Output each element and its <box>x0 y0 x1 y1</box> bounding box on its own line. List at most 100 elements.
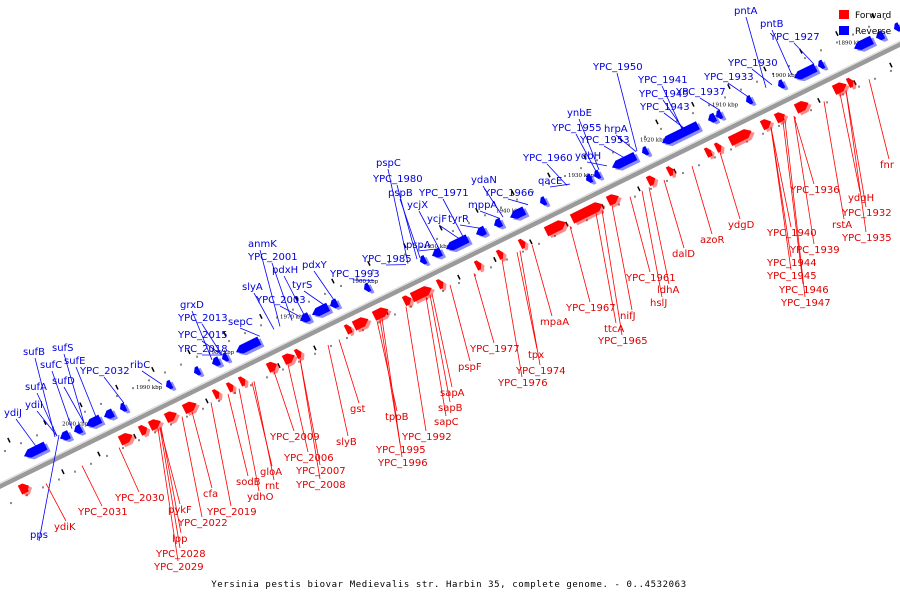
rail-dot <box>746 140 748 143</box>
leader-line <box>603 145 625 158</box>
forward-gene-label: lpp <box>172 534 187 545</box>
tick-mark <box>673 168 677 174</box>
rail-dot <box>282 368 284 371</box>
leader-line <box>159 427 181 549</box>
forward-gene-label: YPC_1992 <box>401 432 452 443</box>
rail-dot <box>522 250 524 253</box>
rail-dot <box>228 340 230 343</box>
tick-mark <box>655 119 659 125</box>
rail-dot <box>826 101 828 104</box>
rail-dot <box>708 104 710 107</box>
tick-mark <box>331 278 335 284</box>
leader-line <box>271 262 293 321</box>
leader-line <box>303 290 325 306</box>
forward-gene-arrow <box>727 129 755 148</box>
rail-dot <box>452 230 454 233</box>
leader-line <box>442 198 464 237</box>
forward-gene-label: ldhA <box>657 285 679 296</box>
reverse-gene-label: YPC_1980 <box>372 174 423 185</box>
legend-forward-swatch <box>839 10 849 19</box>
leader-line <box>549 183 571 188</box>
reverse-gene-label: YPC_2003 <box>255 295 306 306</box>
rail-dot <box>714 156 716 159</box>
tick-mark <box>295 296 299 302</box>
reverse-gene-label: YPC_2015 <box>177 330 228 341</box>
leader-line <box>616 72 638 152</box>
forward-gene-arrow <box>645 175 659 189</box>
leader-line <box>449 284 471 362</box>
rail-dot <box>138 439 140 442</box>
rail-dot <box>474 274 476 277</box>
gene-features <box>17 22 900 497</box>
leader-line <box>501 259 523 378</box>
forward-gene-label: YPC_2019 <box>206 507 257 518</box>
reverse-gene-label: pntA <box>734 6 758 17</box>
forward-gene-label: rstA <box>832 220 852 231</box>
reverse-gene-arrow <box>364 282 375 294</box>
leader-line <box>575 133 597 172</box>
rail-dot <box>42 486 44 489</box>
reverse-gene-label: YPC_1943 <box>639 102 690 113</box>
tick-mark <box>835 30 839 37</box>
rail-dot <box>74 470 76 473</box>
tick-label: 1990 kbp <box>136 385 163 391</box>
rail-dot <box>372 269 374 272</box>
tick-mark <box>205 398 209 404</box>
reverse-gene-arrow <box>24 441 51 460</box>
forward-gene-label: YPC_1977 <box>469 344 520 355</box>
rail-dot <box>628 143 630 146</box>
leader-line <box>868 79 890 160</box>
leader-line <box>253 292 275 330</box>
forward-gene-arrow <box>495 249 507 262</box>
forward-gene-arrow <box>569 202 606 226</box>
rail-dot <box>186 415 188 418</box>
leader-line <box>181 416 203 518</box>
rail-dot <box>250 384 252 387</box>
rail-dot <box>410 305 412 308</box>
forward-gene-arrow <box>409 286 435 304</box>
reverse-gene-arrow <box>594 169 605 181</box>
forward-gene-label: sodB <box>236 477 261 488</box>
leader-line <box>482 185 504 218</box>
rail-dot <box>346 337 348 340</box>
tick-label: 1970 kbp <box>280 314 307 320</box>
leader-line <box>313 270 335 301</box>
leader-line <box>727 82 749 97</box>
reverse-gene-label: YPC_1927 <box>769 32 820 43</box>
reverse-gene-label: YPC_1949 <box>638 89 689 100</box>
tick-mark <box>367 260 371 266</box>
rail-dot <box>692 112 694 115</box>
leader-line <box>191 310 213 361</box>
forward-gene-arrow <box>351 317 372 333</box>
rail-dot <box>484 214 486 217</box>
forward-gene-label: YPC_2028 <box>155 549 206 560</box>
reverse-gene-arrow <box>540 196 551 208</box>
reverse-gene-arrow <box>716 109 727 121</box>
forward-gene-arrow <box>831 82 850 97</box>
leader-line <box>661 85 683 130</box>
leader-line <box>227 393 249 477</box>
forward-gene-label: YPC_1995 <box>375 445 426 456</box>
rail-dot <box>154 431 156 434</box>
rail-dot <box>740 88 742 91</box>
leader-line <box>473 273 495 344</box>
rail-dot <box>116 395 118 398</box>
rail-dot <box>884 17 886 20</box>
forward-gene-label: sapB <box>438 403 463 414</box>
rail-dot <box>436 237 438 240</box>
forward-gene-arrow <box>211 389 223 402</box>
reverse-gene-arrow <box>854 35 878 52</box>
forward-gene-arrow <box>845 77 857 90</box>
leader-line <box>238 388 260 492</box>
reverse-gene-arrow <box>74 424 87 436</box>
reverse-gene-label: ydbH <box>575 151 601 162</box>
leader-line <box>45 483 67 522</box>
reverse-gene-label: pspB <box>388 188 413 199</box>
forward-gene-label: fnr <box>880 160 895 171</box>
rail-dot <box>756 80 758 83</box>
rail-dot <box>468 222 470 225</box>
rail-dot <box>90 462 92 465</box>
forward-gene-arrow <box>147 419 164 433</box>
reverse-gene-label: YPC_1933 <box>703 72 754 83</box>
rail-dot <box>650 187 652 190</box>
